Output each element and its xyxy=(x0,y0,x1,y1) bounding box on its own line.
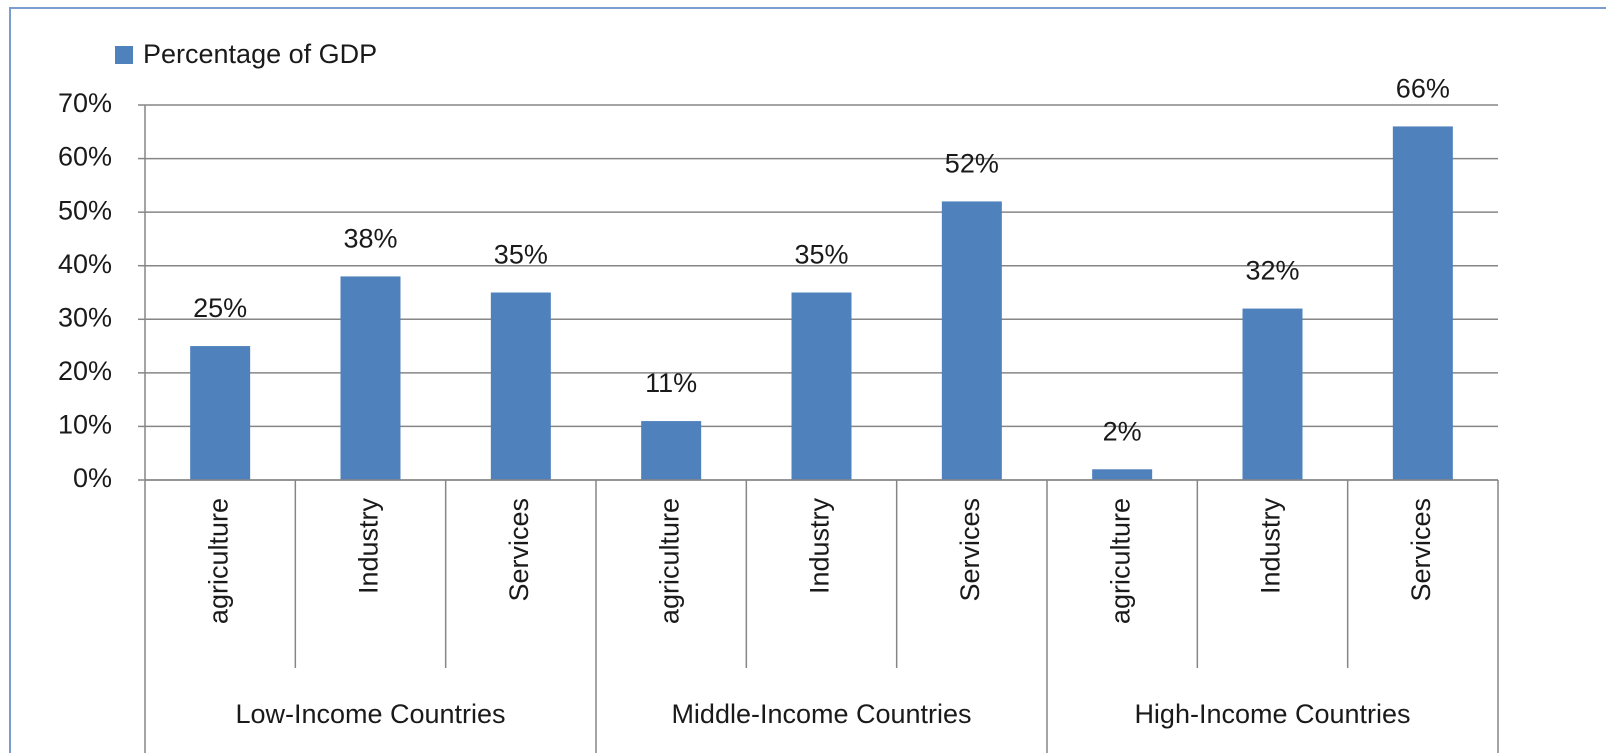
x-tick-label: agriculture xyxy=(1105,498,1135,624)
bar xyxy=(490,292,551,480)
data-label: 35% xyxy=(494,240,548,270)
bar xyxy=(1392,126,1453,480)
x-tick-label: Industry xyxy=(1256,498,1286,595)
legend-swatch xyxy=(115,46,133,64)
y-tick-label: 50% xyxy=(58,195,112,225)
y-tick-label: 20% xyxy=(58,356,112,386)
bar xyxy=(1242,308,1303,480)
bar xyxy=(641,421,702,480)
x-tick-label: Services xyxy=(504,498,534,602)
data-label: 11% xyxy=(645,368,697,398)
bar xyxy=(791,292,852,480)
bar xyxy=(941,201,1002,480)
x-tick-label: agriculture xyxy=(654,498,684,624)
group-label: High-Income Countries xyxy=(1134,699,1410,729)
bar xyxy=(1092,469,1153,480)
data-label: 25% xyxy=(193,293,247,323)
legend-label: Percentage of GDP xyxy=(143,39,377,69)
data-label: 52% xyxy=(945,149,999,179)
x-tick-label: agriculture xyxy=(203,498,233,624)
data-label: 38% xyxy=(343,224,397,254)
bar xyxy=(190,346,251,480)
y-tick-label: 10% xyxy=(58,410,112,440)
data-label: 66% xyxy=(1396,74,1450,104)
group-label: Middle-Income Countries xyxy=(671,699,971,729)
y-tick-label: 70% xyxy=(58,88,112,118)
y-tick-label: 60% xyxy=(58,142,112,172)
y-tick-label: 0% xyxy=(73,463,112,493)
x-tick-label: Industry xyxy=(805,498,835,595)
data-label: 2% xyxy=(1103,416,1142,446)
y-tick-label: 40% xyxy=(58,249,112,279)
x-tick-label: Services xyxy=(955,498,985,602)
y-tick-label: 30% xyxy=(58,302,112,332)
group-label: Low-Income Countries xyxy=(235,699,505,729)
x-tick-label: Services xyxy=(1406,498,1436,602)
x-tick-label: Industry xyxy=(354,498,384,595)
data-label: 32% xyxy=(1245,256,1299,286)
data-label: 35% xyxy=(794,240,848,270)
bar xyxy=(340,276,401,480)
